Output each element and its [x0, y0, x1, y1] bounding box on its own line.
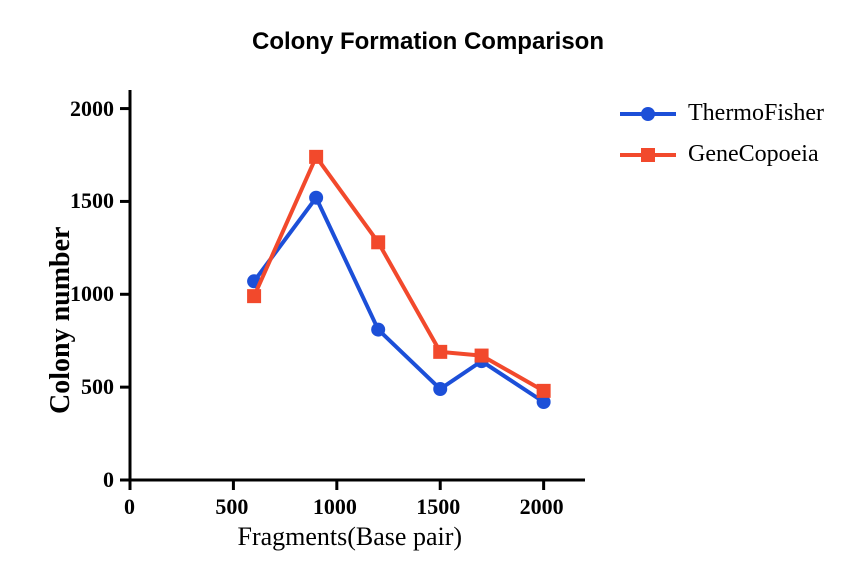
square-icon — [641, 148, 655, 162]
x-tick-label: 2000 — [520, 494, 564, 520]
legend-label: ThermoFisher — [688, 100, 824, 127]
x-tick-label: 1000 — [313, 494, 357, 520]
x-tick-label: 500 — [215, 494, 248, 520]
y-tick-label: 1500 — [54, 188, 114, 214]
legend-item: ThermoFisher — [620, 100, 824, 127]
chart-canvas: Colony Formation Comparison Colony numbe… — [0, 0, 856, 584]
legend-label: GeneCopoeia — [688, 141, 819, 168]
y-tick-label: 1000 — [54, 281, 114, 307]
legend: ThermoFisher GeneCopoeia — [620, 100, 824, 182]
y-tick-label: 0 — [54, 467, 114, 493]
legend-item: GeneCopoeia — [620, 141, 824, 168]
x-tick-label: 1500 — [416, 494, 460, 520]
y-tick-label: 500 — [54, 374, 114, 400]
x-tick-label: 0 — [124, 494, 135, 520]
y-tick-label: 2000 — [54, 96, 114, 122]
circle-icon — [641, 107, 655, 121]
